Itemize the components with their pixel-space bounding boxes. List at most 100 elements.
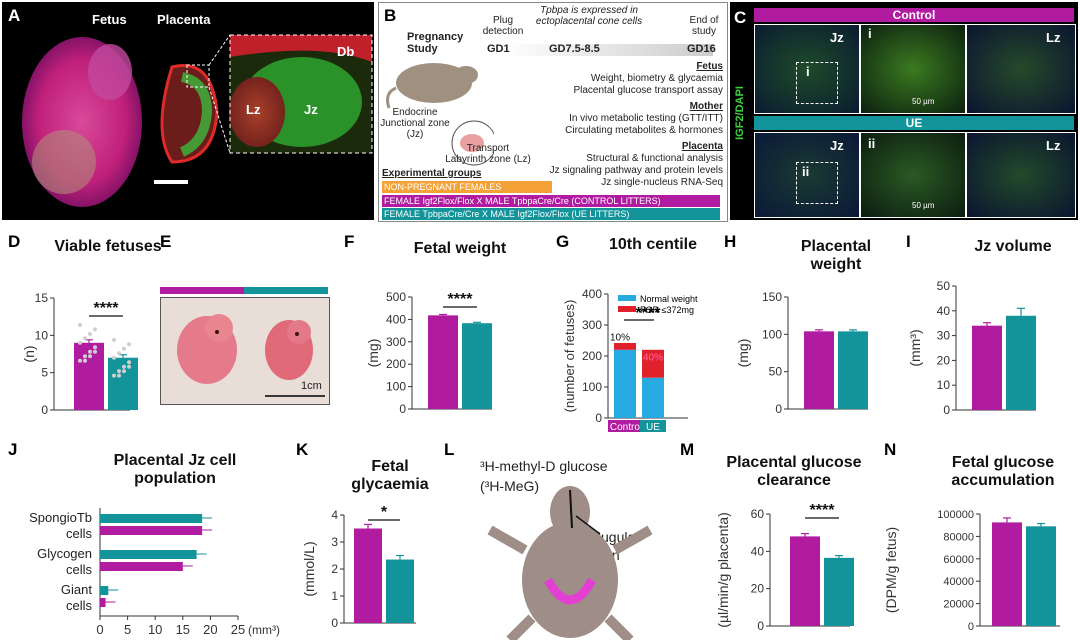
data-point (122, 346, 126, 351)
y-tick-label: 60 (751, 507, 765, 521)
y-tick-label: 100 (386, 380, 406, 394)
mother-heading: Mother (689, 101, 723, 112)
y-tick-label: 60000 (943, 554, 974, 566)
y-tick-label: 400 (582, 287, 602, 301)
scale-label: 50 µm (912, 201, 935, 210)
y-axis-label: (number of fetuses) (562, 300, 577, 413)
panel-c: Control UE C Jz i Lz i Jz ii Lz ii 50 µm… (730, 2, 1078, 220)
control-bar: Control (754, 8, 1074, 22)
gd1: GD1 (487, 43, 510, 55)
data-point (78, 340, 82, 345)
panel-f-title: Fetal weight (413, 240, 507, 257)
y-tick-label: 300 (386, 335, 406, 349)
category-label: Giant (61, 582, 92, 597)
bar-control (74, 342, 104, 410)
inset-i-box (796, 62, 838, 104)
lz-label: Lz (246, 102, 261, 117)
tracer-label: ³H-methyl-D glucose (480, 458, 608, 474)
data-point (117, 351, 121, 356)
category-label: Control (610, 422, 642, 433)
category-label: UE (646, 422, 660, 433)
y-tick-label: 2 (331, 562, 338, 576)
group-nonpregnant: NON-PREGNANT FEMALES (382, 181, 552, 193)
y-tick-label: 0 (399, 402, 406, 416)
chart-d: 0 5 10 15 (n) **** (21, 291, 138, 417)
mother-item: Circulating metabolites & hormones (565, 125, 723, 136)
percent-label: 10% (610, 333, 630, 344)
y-axis-label: (mmol/L) (301, 541, 317, 596)
chart-g: 0 100 200 300 400 10% 40% Control UE ****Normal w… (562, 287, 698, 433)
inset-i-marker: i (806, 64, 810, 79)
bar-fgr (614, 342, 636, 350)
y-tick-label: 0 (968, 621, 974, 633)
significance-stars: **** (448, 291, 474, 308)
y-tick-label: 3 (331, 535, 338, 549)
bar-control (804, 331, 834, 409)
data-point (117, 373, 121, 378)
y-axis-label: (mg) (735, 339, 751, 368)
db-label: Db (337, 44, 355, 59)
scale-label: 1cm (301, 380, 322, 392)
inset-i-label: i (868, 26, 872, 41)
micrograph-ue-ii (860, 132, 966, 218)
y-axis-label: (mg) (365, 339, 381, 368)
scale-bar (154, 180, 188, 184)
data-point (93, 345, 97, 350)
x-tick-label: 15 (176, 622, 190, 637)
panel-letter: N (884, 440, 897, 459)
legend-label: Normal weight (640, 294, 698, 304)
ue-strip (244, 287, 328, 294)
category-label: cells (66, 562, 93, 577)
data-point (88, 349, 92, 354)
data-point (83, 336, 87, 341)
y-tick-label: 100000 (937, 509, 974, 521)
panel-g-title: 10th centile (608, 236, 698, 253)
panel-l: ³H-methyl-D glucose (³H-MeG) Jugular vei… (470, 450, 680, 640)
category-label: cells (66, 598, 93, 613)
y-tick-label: 10 (35, 328, 49, 342)
x-tick-label: 10 (148, 622, 162, 637)
data-point (127, 364, 131, 369)
y-tick-label: 20000 (943, 599, 974, 611)
jz-label: Jz (304, 102, 318, 117)
bar-control (972, 325, 1002, 410)
bar-control (992, 522, 1022, 626)
data-point (112, 337, 116, 342)
x-tick-label: 0 (96, 622, 103, 637)
panel-letter: A (8, 6, 21, 25)
y-tick-label: 40 (937, 304, 951, 318)
scale-label: 50 µm (912, 97, 935, 106)
x-tick-label: 20 (203, 622, 217, 637)
percent-label: 40% (643, 353, 663, 364)
bar-fgr (642, 349, 664, 378)
gd75: GD7.5-8.5 (549, 43, 600, 55)
panel-h-title: Placental weight (800, 238, 872, 273)
timeline-bar (501, 44, 713, 56)
panel-letter: E (160, 232, 172, 251)
group-control: FEMALE Igf2Flox/Flox X MALE TpbpaCre/Cre… (382, 195, 720, 207)
y-tick-label: 50 (937, 279, 951, 293)
y-tick-label: 150 (762, 290, 782, 304)
y-tick-label: 500 (386, 290, 406, 304)
bar-ue (824, 557, 854, 626)
panel-letter: F (344, 232, 355, 251)
category-label: Glycogen (37, 546, 92, 561)
exp-heading: Experimental groups (382, 168, 482, 179)
chart-n: 0 20000 40000 60000 80000 100000 (DPM/g fetus) (883, 509, 1060, 633)
y-tick-label: 80000 (943, 531, 974, 543)
y-tick-label: 1 (331, 589, 338, 603)
data-point (122, 364, 126, 369)
y-tick-label: 30 (937, 329, 951, 343)
placenta-label: Placenta (157, 12, 211, 27)
bar-ue (100, 586, 109, 595)
data-point (117, 369, 121, 374)
placenta-item: Structural & functional analysis (586, 153, 723, 164)
chart-h: 0 50 100 150 (mg) (735, 290, 868, 416)
jz-label: Jz (830, 30, 844, 45)
y-tick-label: 20 (937, 353, 951, 367)
data-point (83, 358, 87, 363)
panel-letter: C (734, 8, 747, 27)
placenta-heading: Placenta (681, 141, 723, 152)
bar-control (790, 536, 820, 626)
placenta-item: Jz single-nucleus RNA-Seq (601, 177, 723, 188)
